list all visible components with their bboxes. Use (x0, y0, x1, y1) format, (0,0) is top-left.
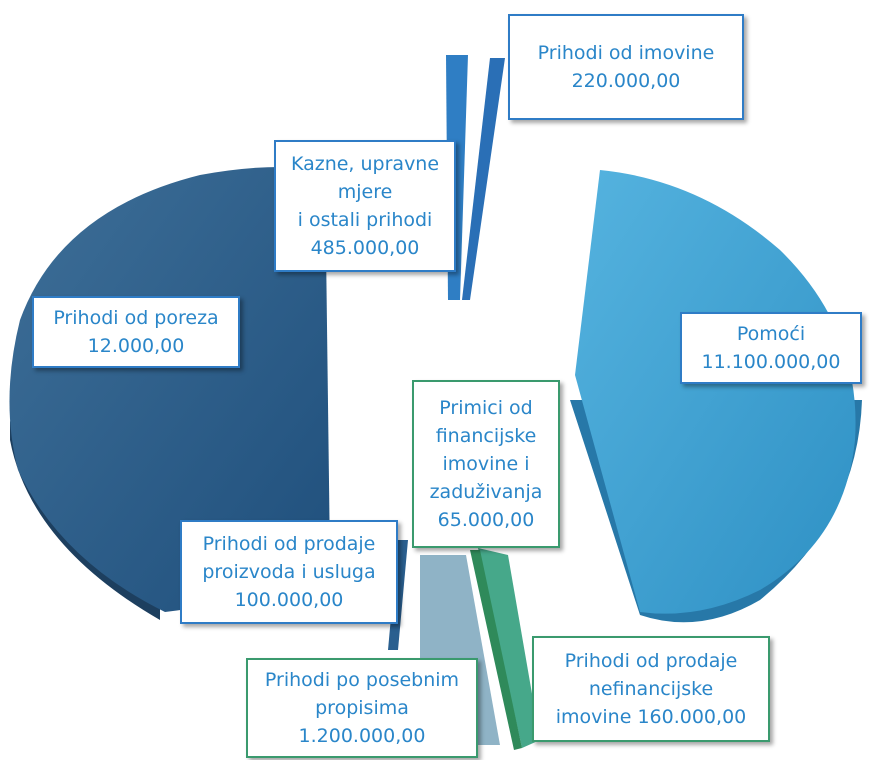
label-kazne: Kazne, upravne mjere i ostali prihodi 48… (274, 140, 456, 272)
label-financijska: Primici od financijske imovine i zaduživ… (412, 380, 560, 548)
label-pomoci: Pomoći 11.100.000,00 (680, 312, 862, 384)
label-proizvodi: Prihodi od prodaje proizvoda i usluga 10… (180, 520, 398, 624)
slice-imovina (462, 58, 505, 300)
label-posebni-propisi: Prihodi po posebnim propisima 1.200.000,… (246, 658, 478, 758)
slice-nefinancijska (478, 548, 540, 748)
label-porez: Prihodi od poreza 12.000,00 (32, 296, 240, 368)
slice-financijska (470, 550, 522, 750)
label-imovina: Prihodi od imovine 220.000,00 (508, 14, 744, 120)
label-nefinancijska: Prihodi od prodaje nefinancijske imovine… (532, 636, 770, 742)
slice-porez (9, 166, 330, 612)
slice-pomoci (575, 170, 856, 614)
